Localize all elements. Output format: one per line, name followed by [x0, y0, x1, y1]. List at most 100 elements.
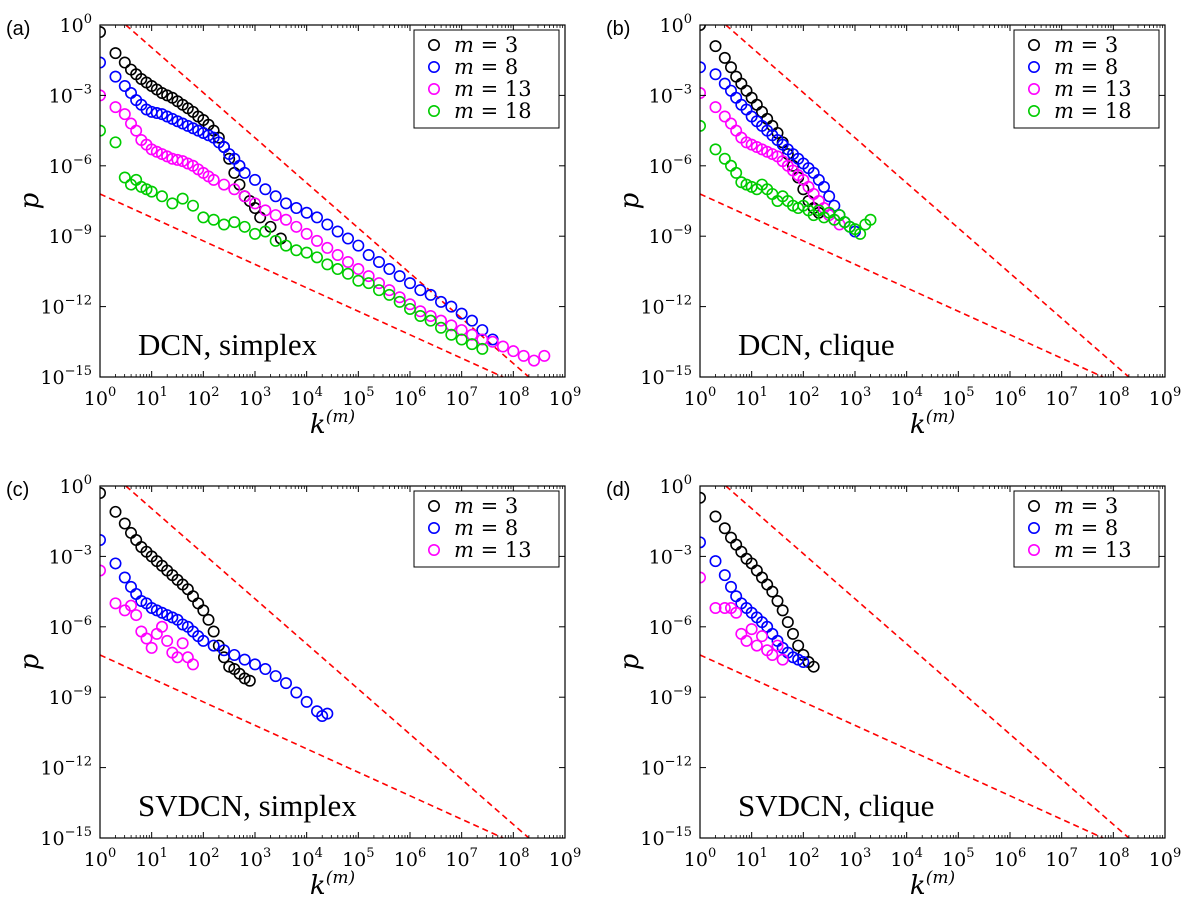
- axes-frame: [699, 24, 1166, 378]
- data-point: [718, 152, 731, 165]
- data-point: [709, 555, 722, 568]
- legend-entry: m = 3: [454, 494, 518, 518]
- data-point: [750, 639, 763, 652]
- x-tick-label: 103: [839, 385, 871, 410]
- data-point: [724, 580, 737, 593]
- legend-entry: m = 3: [1054, 494, 1118, 518]
- data-point: [135, 625, 148, 638]
- data-point: [854, 227, 867, 240]
- series-0: [100, 487, 256, 687]
- data-point: [465, 314, 478, 327]
- data-point: [331, 263, 344, 276]
- panel-tag: (b): [606, 18, 630, 40]
- x-tick-label: 104: [890, 385, 922, 410]
- panel-tag: (d): [606, 479, 630, 501]
- data-point: [465, 328, 478, 341]
- data-point: [403, 302, 416, 315]
- data-point: [109, 136, 122, 149]
- data-point: [207, 173, 220, 186]
- x-tick-label: 100: [84, 385, 116, 410]
- x-axis-label: k(m): [310, 868, 355, 901]
- data-point: [372, 256, 385, 269]
- axes-frame: [99, 485, 566, 839]
- series-3: [100, 124, 489, 355]
- data-point: [730, 590, 743, 603]
- data-point: [740, 634, 753, 647]
- legend-marker: [1028, 499, 1041, 512]
- data-point: [718, 77, 731, 90]
- x-tick-label: 108: [497, 385, 529, 410]
- data-point: [187, 590, 200, 603]
- data-point: [150, 627, 163, 640]
- reference-line: [725, 486, 1130, 838]
- legend-marker: [1028, 105, 1041, 118]
- data-point: [125, 580, 138, 593]
- y-tick-label: 100: [60, 473, 92, 498]
- data-point: [730, 70, 743, 83]
- x-tick-label: 102: [787, 846, 819, 871]
- legend-entry: m = 13: [454, 538, 532, 562]
- data-point: [807, 187, 820, 200]
- data-point: [486, 335, 499, 348]
- data-point: [730, 166, 743, 179]
- x-tick-label: 109: [549, 385, 581, 410]
- data-point: [709, 143, 722, 156]
- reference-line: [725, 25, 1130, 377]
- data-point: [130, 609, 143, 622]
- x-tick-label: 109: [1149, 846, 1181, 871]
- data-point: [290, 202, 303, 215]
- data-point: [776, 653, 789, 666]
- y-tick-label: 10−12: [640, 755, 692, 780]
- data-point: [197, 604, 210, 617]
- data-point: [259, 225, 272, 238]
- data-point: [434, 321, 447, 334]
- data-point: [745, 91, 758, 104]
- data-point: [403, 277, 416, 290]
- data-point: [181, 651, 194, 664]
- panel-annotation: DCN, simplex: [138, 327, 318, 362]
- data-point: [109, 70, 122, 83]
- data-point: [109, 557, 122, 570]
- data-point: [718, 602, 731, 615]
- reference-line: [125, 486, 530, 838]
- legend-marker: [1028, 60, 1041, 73]
- series-0: [700, 491, 820, 673]
- x-tick-label: 100: [684, 385, 716, 410]
- data-point: [718, 51, 731, 64]
- y-tick-label: 10−6: [649, 153, 692, 178]
- data-point: [109, 505, 122, 518]
- y-tick-label: 10−12: [640, 294, 692, 319]
- x-tick-label: 101: [135, 385, 167, 410]
- data-point: [735, 77, 748, 90]
- series-1: [700, 61, 861, 238]
- y-axis-label: p: [615, 653, 645, 670]
- x-tick-label: 102: [187, 846, 219, 871]
- x-tick-label: 101: [135, 846, 167, 871]
- data-point: [118, 56, 131, 69]
- panel-annotation: SVDCN, clique: [738, 788, 934, 823]
- data-point: [755, 630, 768, 643]
- data-point: [238, 190, 251, 203]
- data-point: [118, 80, 131, 93]
- data-point: [166, 197, 179, 210]
- data-point: [249, 197, 262, 210]
- data-point: [455, 307, 468, 320]
- data-point: [724, 531, 737, 544]
- x-tick-label: 109: [1149, 385, 1181, 410]
- data-point: [331, 225, 344, 238]
- data-point: [130, 533, 143, 546]
- data-point: [718, 569, 731, 582]
- data-point: [130, 587, 143, 600]
- legend-marker: [427, 38, 440, 51]
- x-axis-label: k(m): [910, 868, 955, 901]
- data-point: [771, 639, 784, 652]
- data-point: [109, 101, 122, 114]
- y-tick-label: 10−15: [640, 825, 692, 850]
- data-point: [228, 648, 241, 661]
- data-point: [517, 349, 530, 362]
- data-point: [766, 627, 779, 640]
- data-point: [700, 571, 706, 584]
- data-point: [735, 545, 748, 558]
- data-point: [300, 246, 313, 259]
- legend-entry: m = 13: [1054, 538, 1132, 562]
